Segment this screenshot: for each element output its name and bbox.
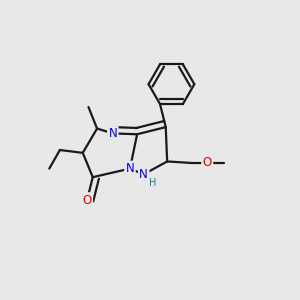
Text: N: N: [139, 168, 148, 181]
Text: O: O: [202, 156, 212, 170]
Text: H: H: [148, 178, 156, 188]
Text: O: O: [82, 194, 92, 207]
Text: N: N: [108, 127, 117, 140]
Text: N: N: [126, 162, 134, 175]
